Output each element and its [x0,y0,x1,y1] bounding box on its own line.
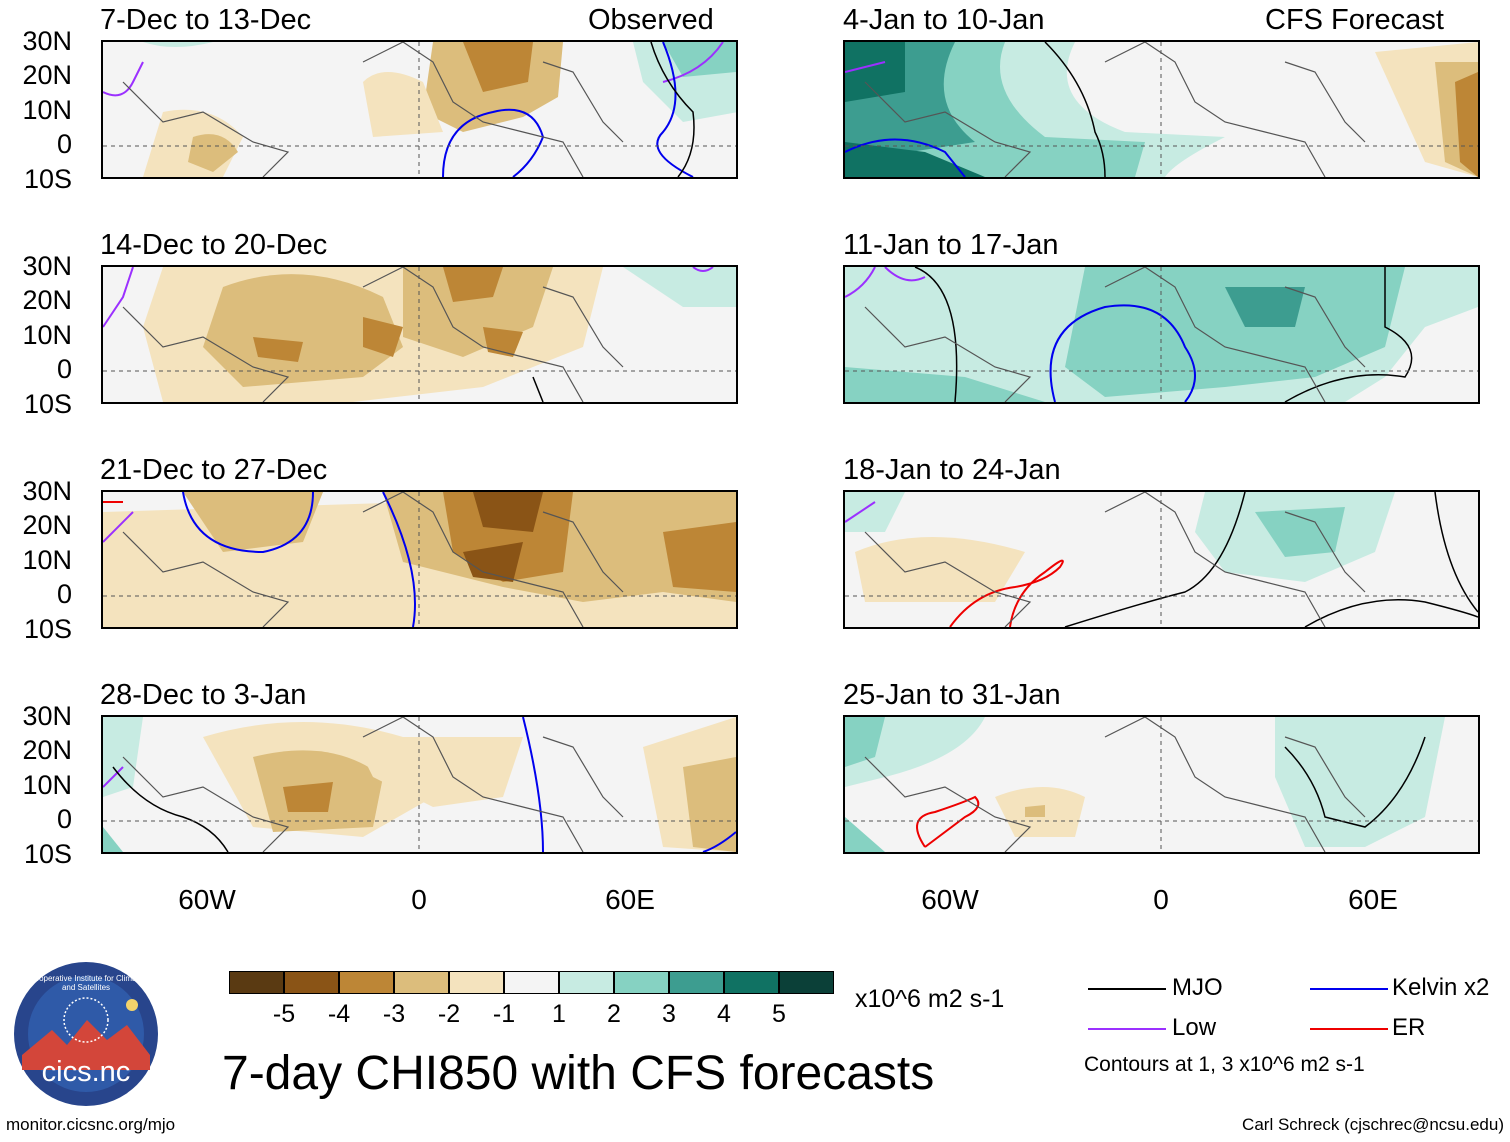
y-tick-10s: 10S [23,614,72,644]
y-tick-10s: 10S [23,839,72,869]
legend-kelvin-line [1310,988,1388,990]
colorbar-label: -5 [272,1000,296,1028]
y-tick-10n: 10N [22,95,72,125]
y-tick-30n: 30N [22,26,72,56]
y-tick-20n: 20N [22,735,72,765]
y-tick-30n: 30N [22,701,72,731]
panel-title-4: 28-Dec to 3-Jan [100,679,307,711]
y-tick-10n: 10N [22,320,72,350]
colorbar-label: 2 [607,1000,621,1028]
colorbar-units: x10^6 m2 s-1 [855,985,1005,1013]
x-tick-60e-left: 60E [605,884,655,915]
map-panel-14dec-20dec [101,265,738,404]
colorbar-label: -3 [382,1000,406,1028]
y-tick-0: 0 [56,579,72,609]
legend-mjo-line [1088,988,1166,990]
x-tick-60w-left: 60W [178,884,236,915]
logo-text: cics.nc [41,1056,131,1088]
y-tick-10n: 10N [22,545,72,575]
colorbar-swatch [724,971,779,994]
legend-kelvin-label: Kelvin x2 [1392,974,1490,1001]
x-tick-0-right: 0 [1153,884,1169,915]
y-tick-20n: 20N [22,285,72,315]
panel-title-8: 25-Jan to 31-Jan [843,679,1061,711]
y-tick-0: 0 [56,354,72,384]
panel-title-5: 4-Jan to 10-Jan [843,4,1045,36]
colorbar-swatch [394,971,449,994]
y-tick-10s: 10S [23,164,72,194]
x-tick-0-left: 0 [411,884,427,915]
footer-url: monitor.cicsnc.org/mjo [6,1115,176,1134]
colorbar-swatch [449,971,504,994]
map-panel-11jan-17jan [843,265,1480,404]
map-panel-4jan-10jan [843,40,1480,179]
colorbar-label: 4 [717,1000,731,1028]
x-tick-60w-right: 60W [921,884,979,915]
map-panel-21dec-27dec [101,490,738,629]
y-tick-30n: 30N [22,476,72,506]
logo-ring-text: Cooperative Institute for Climate and Sa… [28,974,144,992]
observed-label: Observed [588,4,714,36]
cics-logo: cics.nc Cooperative Institute for Climat… [12,960,160,1108]
panel-title-7: 18-Jan to 24-Jan [843,454,1061,486]
colorbar-label: 1 [552,1000,566,1028]
colorbar-swatch [779,971,834,994]
legend-low-line [1088,1028,1166,1030]
legend-er-label: ER [1392,1014,1426,1041]
colorbar-label: 5 [772,1000,786,1028]
forecast-label: CFS Forecast [1265,4,1444,36]
legend-low-label: Low [1172,1014,1217,1041]
colorbar-swatch [559,971,614,994]
panel-title-2: 14-Dec to 20-Dec [100,229,328,261]
colorbar-swatch [229,971,284,994]
colorbar-swatch [504,971,559,994]
map-panel-25jan-31jan [843,715,1480,854]
colorbar-swatch [614,971,669,994]
y-tick-10s: 10S [23,389,72,419]
colorbar-swatch [339,971,394,994]
panel-title-3: 21-Dec to 27-Dec [100,454,328,486]
y-tick-0: 0 [56,129,72,159]
map-panel-7dec-13dec [101,40,738,179]
colorbar-label: -4 [327,1000,351,1028]
panel-title-6: 11-Jan to 17-Jan [843,229,1059,261]
map-panel-28dec-3jan [101,715,738,854]
colorbar-swatch [669,971,724,994]
colorbar-label: 3 [662,1000,676,1028]
map-panel-18jan-24jan [843,490,1480,629]
legend-er-line [1310,1028,1388,1030]
legend-mjo-label: MJO [1172,974,1223,1001]
y-tick-30n: 30N [22,251,72,281]
main-title: 7-day CHI850 with CFS forecasts [222,1047,935,1100]
panel-title-1: 7-Dec to 13-Dec [100,4,312,36]
colorbar-label: -2 [437,1000,461,1028]
x-tick-60e-right: 60E [1348,884,1398,915]
contours-note: Contours at 1, 3 x10^6 m2 s-1 [1084,1053,1365,1076]
colorbar-swatch [284,971,339,994]
colorbar-label: -1 [492,1000,516,1028]
y-tick-20n: 20N [22,510,72,540]
y-tick-10n: 10N [22,770,72,800]
footer-credit: Carl Schreck (cjschrec@ncsu.edu) [1242,1115,1504,1134]
y-tick-0: 0 [56,804,72,834]
y-tick-20n: 20N [22,60,72,90]
